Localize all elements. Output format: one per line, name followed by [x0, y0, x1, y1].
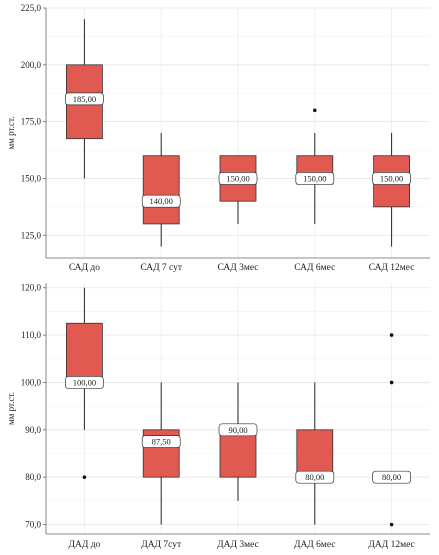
median-label: 100,00 [73, 377, 96, 387]
outlier-point [389, 380, 394, 385]
x-tick-label: САД 3мес [217, 263, 258, 273]
median-label-box [295, 172, 335, 185]
box-4: 150,00 [295, 108, 335, 224]
y-axis-label: мм рт.ст. [6, 392, 16, 425]
median-label-box [65, 92, 104, 106]
box-3: 90,00 [218, 382, 258, 501]
median-label: 80,00 [382, 472, 401, 482]
median-label: 150,00 [226, 173, 249, 183]
median-label-box [218, 172, 258, 185]
median-label: 140,00 [150, 196, 173, 206]
x-tick-label: ДАД 7сут [141, 540, 182, 550]
box-1: 185,00 [65, 19, 104, 179]
median-label-box [141, 194, 181, 208]
median-label-box [372, 172, 411, 185]
median-label-box [295, 470, 335, 484]
y-tick-label: 225,0 [21, 3, 42, 13]
x-tick-label: ДАД до [69, 540, 101, 550]
x-tick-label: ДАД 3мес [217, 540, 259, 550]
box-4: 80,00 [295, 382, 335, 525]
box-body [66, 322, 103, 383]
median-label: 150,00 [303, 173, 326, 183]
y-axis-label: мм рт.ст. [6, 116, 16, 149]
median-label: 87,50 [152, 437, 171, 447]
y-tick-label: 125,0 [21, 230, 42, 240]
median-label-box [65, 376, 104, 389]
y-tick-label: 150,0 [21, 173, 42, 183]
sad-boxplot-panel: 125,0 150,0 175,0 200,0 225,0 мм рт.ст. 185,00… [6, 3, 430, 273]
box-2: 87,50 [141, 382, 181, 525]
box-3: 150,00 [218, 155, 258, 224]
outlier-point [82, 475, 87, 479]
box-body [296, 429, 334, 478]
median-label-box [372, 470, 411, 484]
outlier-point [389, 522, 394, 527]
box-5: 150,00 [372, 133, 411, 247]
box-body [219, 429, 257, 478]
median-label: 150,00 [380, 173, 403, 183]
x-tick-label: САД до [69, 263, 100, 273]
x-tick-label: САД 6мес [294, 263, 335, 273]
box-5: 80,00 [372, 333, 411, 527]
y-tick-label: 175,0 [21, 117, 42, 127]
x-tick-label: САД 12мес [369, 263, 415, 273]
y-tick-label: 100,0 [21, 377, 42, 387]
box-1: 100,00 [65, 287, 104, 479]
y-tick-label: 80,0 [25, 472, 41, 482]
median-label: 90,00 [228, 425, 247, 435]
y-tick-label: 200,0 [21, 60, 42, 70]
y-tick-label: 120,0 [21, 283, 42, 293]
y-tick-label: 110,0 [21, 330, 41, 340]
median-label-box [141, 435, 181, 449]
x-tick-label: ДАД 6мес [294, 540, 336, 550]
outlier-point [389, 333, 394, 337]
box-2: 140,00 [141, 133, 181, 247]
y-tick-label: 70,0 [25, 520, 41, 530]
y-tick-label: 90,0 [25, 425, 41, 435]
median-label: 185,00 [73, 94, 96, 104]
outlier-point [313, 108, 317, 113]
x-tick-label: ДАД 12мес [368, 540, 414, 550]
median-label: 80,00 [305, 472, 324, 482]
x-tick-label: САД 7 сут [140, 263, 183, 273]
box-body [142, 155, 180, 225]
median-label-box [218, 423, 258, 437]
dad-boxplot-panel: 70,0 80,0 90,0 100,0 110,0 120,0 мм рт.ст. 100,… [6, 283, 430, 550]
